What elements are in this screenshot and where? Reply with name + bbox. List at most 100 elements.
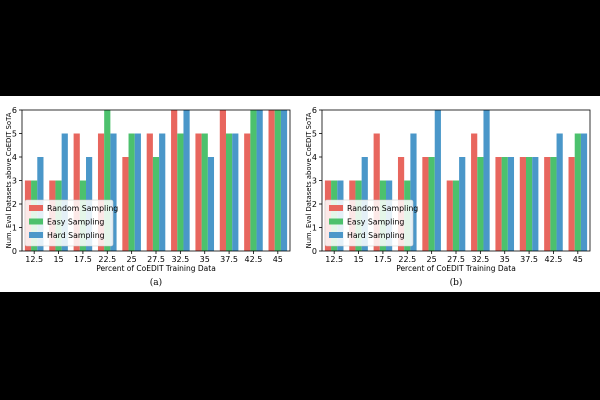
y-tick-label: 6: [12, 106, 17, 115]
y-tick-label: 1: [12, 224, 17, 233]
legend-swatch-easy-sampling: [29, 218, 43, 225]
bar-random-sampling-35: [195, 133, 202, 251]
x-tick-label: 42.5: [245, 255, 263, 264]
bar-hard-sampling-37.5: [232, 133, 239, 251]
x-tick-label: 17.5: [74, 255, 92, 264]
bar-random-sampling-45: [568, 157, 575, 251]
x-axis-label: Percent of CoEDIT Training Data: [396, 264, 516, 273]
bar-easy-sampling-35: [501, 157, 508, 251]
y-tick-label: 6: [312, 106, 317, 115]
x-axis-label: Percent of CoEDIT Training Data: [96, 264, 216, 273]
x-tick-label: 42.5: [545, 255, 563, 264]
bar-random-sampling-42.5: [244, 133, 251, 251]
bar-random-sampling-17.5: [373, 133, 380, 251]
bar-random-sampling-27.5: [146, 133, 153, 251]
x-tick-label: 22.5: [98, 255, 116, 264]
y-tick-label: 2: [12, 200, 17, 209]
y-tick-label: 4: [312, 153, 317, 162]
bar-easy-sampling-37.5: [525, 157, 533, 251]
x-tick-label: 32.5: [171, 255, 189, 264]
legend-label-random-sampling: Random Sampling: [47, 204, 118, 213]
x-tick-label: 27.5: [447, 255, 465, 264]
y-tick-label: 1: [312, 224, 317, 233]
y-tick-label: 3: [312, 177, 317, 186]
panel-caption: (b): [450, 277, 463, 288]
bar-random-sampling-37.5: [519, 157, 526, 251]
x-tick-label: 45: [573, 255, 583, 264]
bar-easy-sampling-27.5: [152, 157, 160, 251]
legend-swatch-random-sampling: [329, 205, 343, 211]
x-tick-label: 37.5: [220, 255, 238, 264]
y-axis-label: Num. Eval Datasets above CoEDIT SoTA: [305, 112, 313, 248]
x-tick-label: 22.5: [398, 255, 416, 264]
bar-random-sampling-27.5: [446, 180, 453, 251]
bar-easy-sampling-25: [428, 157, 435, 251]
bar-easy-sampling-22.5: [104, 110, 111, 251]
bar-hard-sampling-22.5: [410, 133, 417, 251]
bar-hard-sampling-15: [61, 133, 68, 251]
x-tick-label: 27.5: [147, 255, 165, 264]
legend: Random Sampling Easy Sampling Hard Samplin…: [324, 199, 418, 247]
bar-random-sampling-17.5: [73, 133, 80, 251]
bar-hard-sampling-45: [580, 133, 588, 251]
figure-canvas: 0 1 2 3 4 5 6 12.5 15 17.5 22.5 25 27.5 32.5 35 37.5 42.…: [0, 96, 600, 292]
legend-label-hard-sampling: Hard Sampling: [47, 231, 105, 240]
x-tick-label: 12.5: [25, 255, 43, 264]
bar-easy-sampling-25: [128, 133, 135, 251]
bar-hard-sampling-22.5: [110, 133, 117, 251]
x-tick-label: 25: [427, 255, 437, 264]
bar-easy-sampling-27.5: [452, 180, 460, 251]
legend-label-easy-sampling: Easy Sampling: [347, 218, 404, 227]
y-tick-label: 3: [12, 177, 17, 186]
y-tick-label: 0: [12, 247, 17, 256]
y-tick-label: 2: [312, 200, 317, 209]
bar-hard-sampling-37.5: [532, 157, 539, 251]
x-tick-label: 25: [127, 255, 137, 264]
legend: Random Sampling Easy Sampling Hard Samplin…: [24, 199, 118, 247]
bar-hard-sampling-35: [207, 157, 215, 251]
bar-easy-sampling-42.5: [250, 110, 257, 251]
x-tick-label: 12.5: [325, 255, 343, 264]
legend-swatch-hard-sampling: [29, 232, 43, 238]
y-tick-label: 5: [12, 130, 17, 139]
bar-hard-sampling-25: [134, 133, 141, 251]
bar-random-sampling-25: [122, 157, 129, 251]
legend-label-random-sampling: Random Sampling: [347, 204, 418, 213]
legend-swatch-easy-sampling: [329, 218, 343, 225]
bar-hard-sampling-42.5: [256, 110, 263, 251]
bar-random-sampling-32.5: [171, 110, 178, 251]
bar-random-sampling-37.5: [219, 110, 226, 251]
x-tick-label: 37.5: [520, 255, 538, 264]
x-tick-label: 32.5: [471, 255, 489, 264]
legend-label-easy-sampling: Easy Sampling: [47, 218, 104, 227]
bar-random-sampling-42.5: [544, 157, 551, 251]
bar-easy-sampling-37.5: [225, 133, 233, 251]
bar-hard-sampling-27.5: [159, 133, 166, 251]
panel-caption: (a): [150, 277, 162, 288]
bar-hard-sampling-35: [507, 157, 515, 251]
x-tick-label: 35: [500, 255, 510, 264]
legend-box: [24, 199, 114, 247]
bar-easy-sampling-35: [201, 133, 208, 251]
bar-hard-sampling-45: [280, 110, 288, 251]
bar-hard-sampling-32.5: [483, 110, 490, 251]
legend-swatch-random-sampling: [29, 205, 43, 211]
bar-random-sampling-22.5: [97, 133, 105, 251]
bar-random-sampling-35: [495, 157, 502, 251]
bar-random-sampling-25: [422, 157, 429, 251]
bar-easy-sampling-32.5: [477, 157, 484, 251]
x-tick-label: 15: [353, 255, 363, 264]
bar-easy-sampling-45: [574, 133, 581, 251]
bar-hard-sampling-25: [434, 110, 441, 251]
bar-hard-sampling-32.5: [183, 110, 190, 251]
y-tick-label: 0: [312, 247, 317, 256]
bar-hard-sampling-27.5: [459, 157, 466, 251]
y-tick-label: 5: [312, 130, 317, 139]
legend-label-hard-sampling: Hard Sampling: [347, 231, 405, 240]
x-tick-label: 35: [200, 255, 210, 264]
legend-box: [324, 199, 414, 247]
y-axis-label: Num. Eval Datasets above CoEDIT SoTA: [5, 112, 13, 248]
y-tick-label: 4: [12, 153, 17, 162]
bar-random-sampling-45: [268, 110, 275, 251]
